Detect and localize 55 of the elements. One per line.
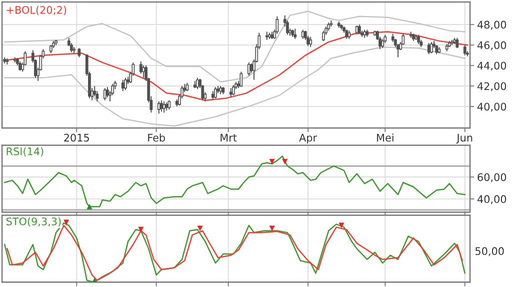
point [269,226,275,232]
y-tick-label: 40,00 [477,195,506,204]
candlestick [70,42,73,53]
candlestick [430,41,433,54]
candlestick [18,60,22,72]
x-tick-label: Apr [299,134,318,144]
x-tick-label: 2015 [64,134,89,142]
candlestick [301,29,304,40]
candlestick [124,77,127,91]
candlestick [78,48,81,58]
point [197,226,203,232]
y-tick-label: 48,00 [477,20,506,30]
x-tick-label: Jun [456,134,472,144]
candlestick [286,20,289,36]
y-tick-label: 46,00 [477,41,506,50]
y-tick-label: 60,00 [478,173,506,182]
candlestick [139,60,142,74]
candlestick [142,65,145,78]
y-tick-label: 44,00 [477,62,506,71]
candlestick [402,33,405,46]
candlestick [160,100,163,112]
candlestick [322,30,325,42]
candlestick [214,86,217,99]
candlestick [294,28,297,40]
candlestick [358,24,361,34]
x-tick-label: Mrt [220,134,237,142]
series-label: STO(9,3,3) [6,217,61,227]
point [338,222,344,228]
candlestick [381,38,384,49]
candlestick [229,88,232,98]
text: 50,00 [476,247,504,256]
candlestick [456,37,459,49]
candlestick [240,71,243,88]
candlestick [157,100,160,114]
line-series [4,31,468,101]
candlestick [309,36,312,48]
x-tick-label: Mei [377,134,394,142]
x-tick-label: Feb [148,134,165,142]
candlestick [463,44,466,56]
candlestick [345,29,348,40]
candlestick [247,62,250,76]
candlestick [103,88,106,101]
text: +BOL(20;2) [6,6,66,16]
candlestick [121,79,124,92]
text: RSI(14) [6,147,44,157]
candlestick [168,100,171,110]
candlestick [106,86,109,98]
candlestick [435,44,438,55]
y-tick-label: 40,00 [477,102,506,112]
y-tick-label: 42,00 [477,82,506,92]
candlestick [162,100,166,114]
candlestick [232,84,235,96]
point [64,220,70,226]
candlestick [417,34,420,44]
candlestick [196,77,199,90]
